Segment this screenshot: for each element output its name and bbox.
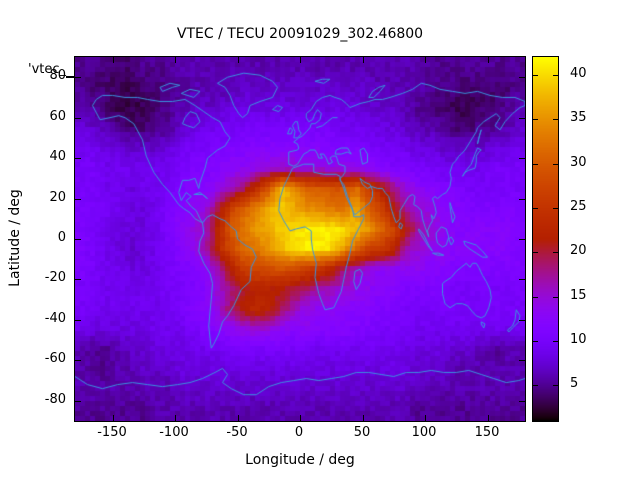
colorbar-tick-label: 30 xyxy=(570,155,587,170)
y-tick-label: 0 xyxy=(57,230,66,245)
x-tick-mark xyxy=(363,415,364,421)
x-tick-mark xyxy=(175,415,176,421)
y-tick-label: 60 xyxy=(49,109,66,124)
colorbar-tick-mark xyxy=(553,341,558,342)
x-tick-label: 50 xyxy=(353,425,371,440)
colorbar-tick-mark xyxy=(533,385,538,386)
x-tick-label: 100 xyxy=(411,425,437,440)
colorbar-tick-label: 40 xyxy=(570,66,587,81)
x-tick-mark xyxy=(175,57,176,63)
colorbar-tick-mark xyxy=(533,164,538,165)
y-tick-mark xyxy=(75,360,81,361)
x-tick-mark xyxy=(488,57,489,63)
y-tick-mark xyxy=(75,158,81,159)
x-tick-mark xyxy=(238,415,239,421)
y-tick-mark xyxy=(75,118,81,119)
y-tick-label: -20 xyxy=(44,270,66,285)
y-tick-mark xyxy=(519,77,525,78)
x-tick-label: 150 xyxy=(474,425,500,440)
x-tick-mark xyxy=(488,415,489,421)
y-tick-mark xyxy=(519,199,525,200)
y-tick-mark xyxy=(519,279,525,280)
colorbar-canvas xyxy=(533,57,558,421)
chart-title: VTEC / TECU 20091029_302.46800 xyxy=(176,26,424,42)
legend-key-label: 'vtec_ xyxy=(28,62,67,77)
colorbar-tick-mark xyxy=(533,252,538,253)
x-tick-mark xyxy=(238,57,239,63)
y-tick-mark xyxy=(75,199,81,200)
x-tick-mark xyxy=(113,57,114,63)
colorbar-tick-mark xyxy=(553,252,558,253)
y-tick-mark xyxy=(75,77,81,78)
y-tick-label: 80 xyxy=(49,68,66,83)
y-tick-mark xyxy=(519,239,525,240)
colorbar-tick-mark xyxy=(533,75,538,76)
plot-area xyxy=(74,56,526,422)
colorbar-tick-mark xyxy=(533,119,538,120)
x-axis-label: Longitude / deg xyxy=(245,452,355,468)
y-tick-label: 40 xyxy=(49,149,66,164)
y-tick-mark xyxy=(519,118,525,119)
x-tick-mark xyxy=(113,415,114,421)
colorbar-tick-label: 25 xyxy=(570,199,587,214)
x-tick-label: -100 xyxy=(159,425,189,440)
y-tick-mark xyxy=(519,360,525,361)
y-tick-label: -80 xyxy=(44,392,66,407)
colorbar-tick-mark xyxy=(553,385,558,386)
colorbar-tick-mark xyxy=(553,164,558,165)
legend-key-sample-line xyxy=(66,76,75,78)
colorbar-tick-label: 35 xyxy=(570,110,587,125)
colorbar-tick-mark xyxy=(553,297,558,298)
y-tick-mark xyxy=(519,320,525,321)
x-tick-mark xyxy=(300,415,301,421)
y-tick-label: -40 xyxy=(44,311,66,326)
x-tick-mark xyxy=(425,415,426,421)
colorbar-tick-mark xyxy=(553,75,558,76)
x-tick-mark xyxy=(425,57,426,63)
y-tick-mark xyxy=(75,320,81,321)
colorbar-tick-mark xyxy=(533,341,538,342)
colorbar-tick-mark xyxy=(553,208,558,209)
x-tick-label: 0 xyxy=(294,425,304,440)
x-tick-label: -50 xyxy=(226,425,248,440)
colorbar xyxy=(532,56,559,422)
y-tick-mark xyxy=(75,239,81,240)
y-tick-label: 20 xyxy=(49,190,66,205)
x-tick-label: -150 xyxy=(97,425,127,440)
x-tick-mark xyxy=(363,57,364,63)
y-tick-label: -60 xyxy=(44,351,66,366)
colorbar-tick-mark xyxy=(553,119,558,120)
colorbar-tick-label: 15 xyxy=(570,288,587,303)
y-tick-mark xyxy=(519,401,525,402)
colorbar-tick-mark xyxy=(533,208,538,209)
y-tick-mark xyxy=(75,401,81,402)
heatmap-canvas xyxy=(75,57,525,421)
colorbar-tick-label: 20 xyxy=(570,243,587,258)
x-tick-mark xyxy=(300,57,301,63)
colorbar-tick-label: 10 xyxy=(570,332,587,347)
y-tick-mark xyxy=(519,158,525,159)
colorbar-tick-label: 5 xyxy=(570,376,579,391)
colorbar-tick-mark xyxy=(533,297,538,298)
y-tick-mark xyxy=(75,279,81,280)
